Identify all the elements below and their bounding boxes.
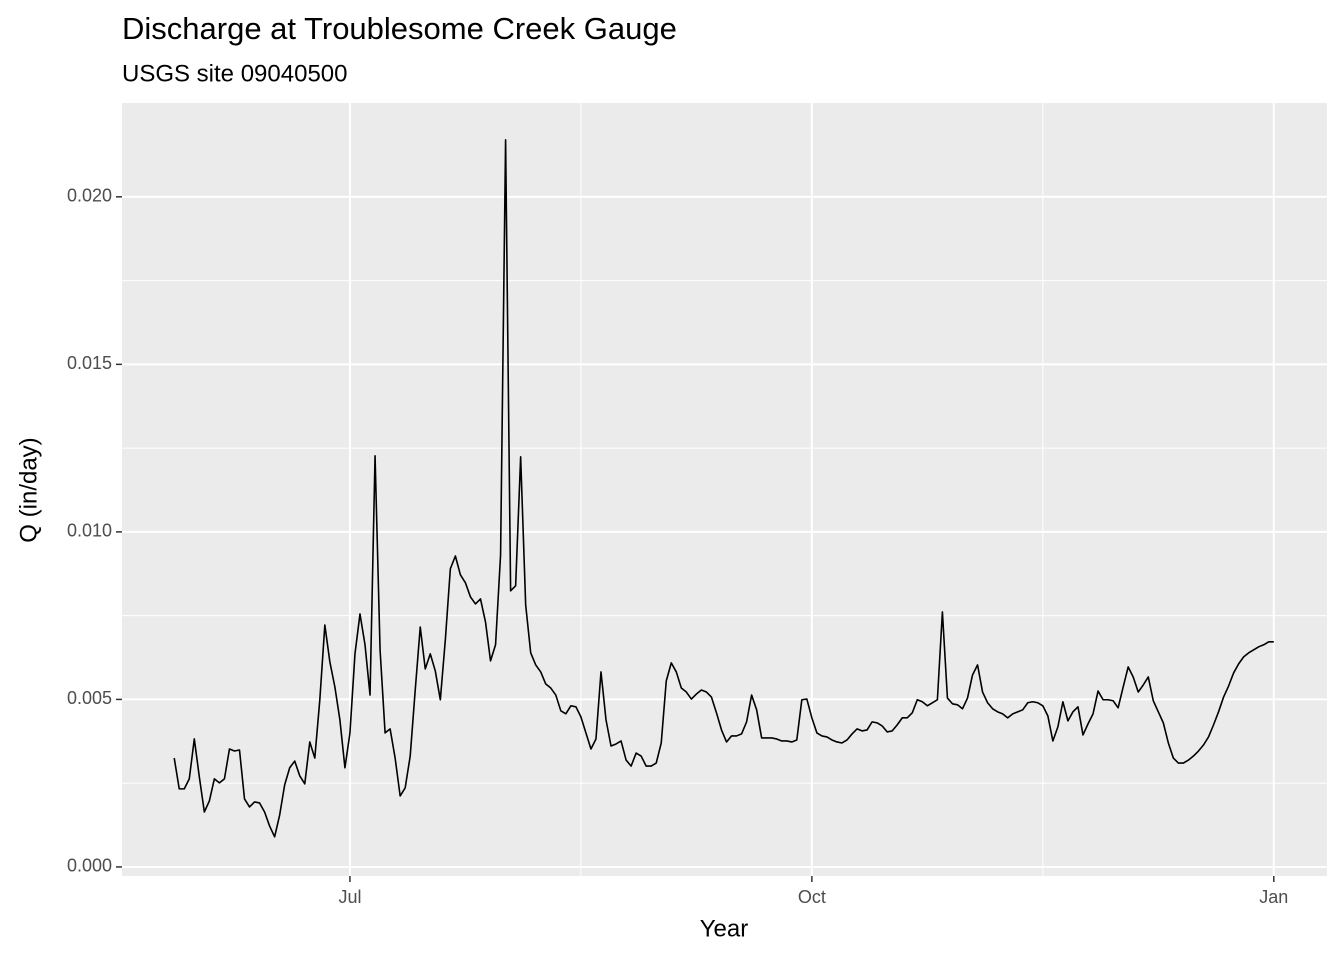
chart-subtitle: USGS site 09040500 xyxy=(122,60,347,87)
y-tick-label: 0.005 xyxy=(67,688,112,708)
y-tick-label: 0.000 xyxy=(67,856,112,876)
y-tick-label: 0.015 xyxy=(67,353,112,373)
x-axis-title: Year xyxy=(700,915,749,942)
y-tick-label: 0.020 xyxy=(67,186,112,206)
x-tick-label: Jul xyxy=(338,887,361,907)
x-tick-label: Jan xyxy=(1259,887,1288,907)
x-tick-label: Oct xyxy=(798,887,826,907)
y-tick-label: 0.010 xyxy=(67,521,112,541)
data-line xyxy=(173,139,1274,838)
y-axis-title: Q (in/day) xyxy=(15,437,42,542)
chart-title: Discharge at Troublesome Creek Gauge xyxy=(122,11,677,46)
panel xyxy=(122,103,1327,876)
